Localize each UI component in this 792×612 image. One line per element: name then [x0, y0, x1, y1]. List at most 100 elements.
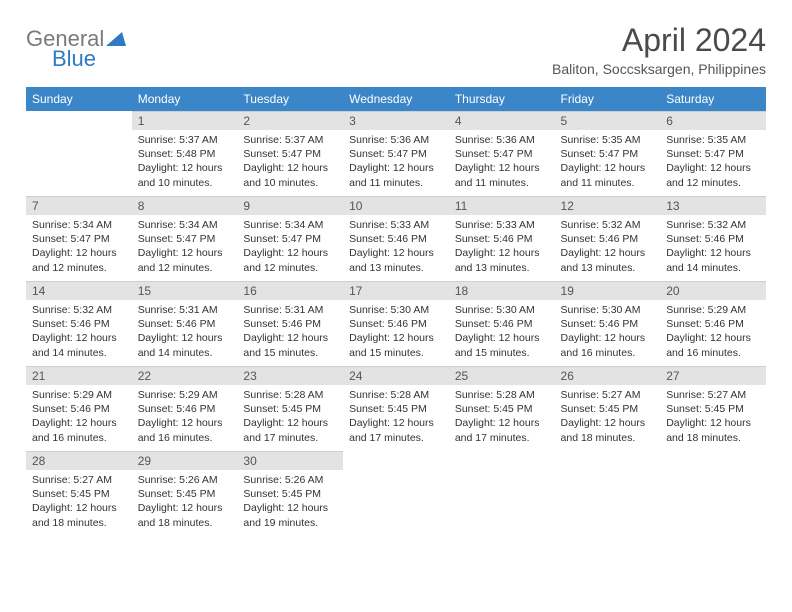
day-line-ss: Sunset: 5:45 PM [561, 402, 655, 416]
day-line-sr: Sunrise: 5:29 AM [32, 388, 126, 402]
header-right: April 2024 Baliton, Soccsksargen, Philip… [552, 22, 766, 77]
day-line-d2: and 14 minutes. [138, 346, 232, 360]
day-number: 14 [26, 281, 132, 300]
day-line-d2: and 12 minutes. [32, 261, 126, 275]
day-line-d1: Daylight: 12 hours [561, 416, 655, 430]
day-details: Sunrise: 5:27 AMSunset: 5:45 PMDaylight:… [660, 385, 766, 451]
day-line-d2: and 17 minutes. [243, 431, 337, 445]
month-title: April 2024 [552, 22, 766, 59]
day-details: Sunrise: 5:30 AMSunset: 5:46 PMDaylight:… [555, 300, 661, 366]
day-line-d1: Daylight: 12 hours [666, 161, 760, 175]
day-line-d2: and 15 minutes. [349, 346, 443, 360]
day-line-sr: Sunrise: 5:36 AM [349, 133, 443, 147]
day-line-d1: Daylight: 12 hours [138, 416, 232, 430]
day-line-d1: Daylight: 12 hours [243, 161, 337, 175]
day-line-sr: Sunrise: 5:30 AM [455, 303, 549, 317]
day-details: Sunrise: 5:27 AMSunset: 5:45 PMDaylight:… [26, 470, 132, 536]
day-number: 25 [449, 366, 555, 385]
day-line-ss: Sunset: 5:45 PM [349, 402, 443, 416]
calendar-cell: 5Sunrise: 5:35 AMSunset: 5:47 PMDaylight… [555, 111, 661, 196]
day-line-ss: Sunset: 5:47 PM [32, 232, 126, 246]
day-line-ss: Sunset: 5:46 PM [243, 317, 337, 331]
calendar-table: Sunday Monday Tuesday Wednesday Thursday… [26, 87, 766, 536]
calendar-cell: 24Sunrise: 5:28 AMSunset: 5:45 PMDayligh… [343, 366, 449, 451]
day-line-ss: Sunset: 5:46 PM [349, 232, 443, 246]
day-line-d1: Daylight: 12 hours [349, 161, 443, 175]
calendar-cell: 20Sunrise: 5:29 AMSunset: 5:46 PMDayligh… [660, 281, 766, 366]
day-details: Sunrise: 5:34 AMSunset: 5:47 PMDaylight:… [26, 215, 132, 281]
calendar-cell: 19Sunrise: 5:30 AMSunset: 5:46 PMDayligh… [555, 281, 661, 366]
brand-logo: General Blue [26, 22, 126, 70]
day-line-d2: and 16 minutes. [561, 346, 655, 360]
day-line-sr: Sunrise: 5:33 AM [349, 218, 443, 232]
day-line-d2: and 15 minutes. [455, 346, 549, 360]
day-line-d1: Daylight: 12 hours [455, 246, 549, 260]
calendar-cell: 8Sunrise: 5:34 AMSunset: 5:47 PMDaylight… [132, 196, 238, 281]
day-details: Sunrise: 5:27 AMSunset: 5:45 PMDaylight:… [555, 385, 661, 451]
day-details: Sunrise: 5:33 AMSunset: 5:46 PMDaylight:… [449, 215, 555, 281]
day-line-d2: and 12 minutes. [138, 261, 232, 275]
day-line-sr: Sunrise: 5:28 AM [349, 388, 443, 402]
day-line-d2: and 18 minutes. [561, 431, 655, 445]
day-number: 6 [660, 111, 766, 130]
calendar-cell: 4Sunrise: 5:36 AMSunset: 5:47 PMDaylight… [449, 111, 555, 196]
day-line-ss: Sunset: 5:47 PM [138, 232, 232, 246]
day-line-sr: Sunrise: 5:34 AM [138, 218, 232, 232]
calendar-cell: 26Sunrise: 5:27 AMSunset: 5:45 PMDayligh… [555, 366, 661, 451]
day-line-d2: and 18 minutes. [32, 516, 126, 530]
calendar-cell [449, 451, 555, 536]
day-details: Sunrise: 5:33 AMSunset: 5:46 PMDaylight:… [343, 215, 449, 281]
day-details: Sunrise: 5:30 AMSunset: 5:46 PMDaylight:… [343, 300, 449, 366]
page-header: General Blue April 2024 Baliton, Soccsks… [26, 22, 766, 77]
calendar-week-row: 14 Sunrise: 5:32 AM Sunset: 5:46 PM Dayligh… [26, 281, 766, 366]
day-line-d1: Daylight: 12 hours [349, 246, 443, 260]
weekday-header: Friday [555, 87, 661, 111]
day-details: Sunrise: 5:29 AMSunset: 5:46 PMDaylight:… [660, 300, 766, 366]
day-line-ss: Sunset: 5:46 PM [455, 317, 549, 331]
day-line-d1: Daylight: 12 hours [243, 416, 337, 430]
day-line-ss: Sunset: 5:46 PM [138, 402, 232, 416]
day-details: Sunrise: 5:36 AMSunset: 5:47 PMDaylight:… [343, 130, 449, 196]
day-line-d2: and 11 minutes. [455, 176, 549, 190]
day-line-sr: Sunrise: 5:37 AM [138, 133, 232, 147]
day-line-sr: Sunrise: 5:34 AM [32, 218, 126, 232]
calendar-week-row: 28Sunrise: 5:27 AMSunset: 5:45 PMDayligh… [26, 451, 766, 536]
day-line-d1: Daylight: 12 hours [349, 416, 443, 430]
day-line-d1: Daylight: 12 hours [138, 501, 232, 515]
day-details: Sunrise: 5:32 AMSunset: 5:46 PMDaylight:… [555, 215, 661, 281]
day-line-d2: and 12 minutes. [243, 261, 337, 275]
calendar-cell: 10Sunrise: 5:33 AMSunset: 5:46 PMDayligh… [343, 196, 449, 281]
day-line-sr: Sunrise: 5:26 AM [138, 473, 232, 487]
day-details: Sunrise: 5:26 AMSunset: 5:45 PMDaylight:… [237, 470, 343, 536]
day-line-d2: and 17 minutes. [455, 431, 549, 445]
day-line-sr: Sunrise: 5:32 AM [32, 303, 126, 317]
calendar-cell: 14Sunrise: 5:32 AMSunset: 5:46 PMDayligh… [26, 281, 132, 366]
day-details: Sunrise: 5:34 AMSunset: 5:47 PMDaylight:… [237, 215, 343, 281]
day-details: Sunrise: 5:28 AMSunset: 5:45 PMDaylight:… [343, 385, 449, 451]
day-line-d1: Daylight: 12 hours [138, 161, 232, 175]
calendar-week-row: 7Sunrise: 5:34 AMSunset: 5:47 PMDaylight… [26, 196, 766, 281]
day-line-d2: and 16 minutes. [32, 431, 126, 445]
day-number: 2 [237, 111, 343, 130]
day-line-sr: Sunrise: 5:27 AM [32, 473, 126, 487]
day-number: 12 [555, 196, 661, 215]
day-line-ss: Sunset: 5:47 PM [243, 232, 337, 246]
day-line-d1: Daylight: 12 hours [561, 246, 655, 260]
day-line-d1: Daylight: 12 hours [243, 501, 337, 515]
day-line-d2: and 16 minutes. [138, 431, 232, 445]
day-line-ss: Sunset: 5:47 PM [561, 147, 655, 161]
day-line-sr: Sunrise: 5:34 AM [243, 218, 337, 232]
day-line-d1: Daylight: 12 hours [138, 331, 232, 345]
day-line-d1: Daylight: 12 hours [32, 416, 126, 430]
day-number: 9 [237, 196, 343, 215]
day-line-ss: Sunset: 5:45 PM [32, 487, 126, 501]
day-line-d2: and 13 minutes. [455, 261, 549, 275]
calendar-cell: 25Sunrise: 5:28 AMSunset: 5:45 PMDayligh… [449, 366, 555, 451]
day-line-d2: and 19 minutes. [243, 516, 337, 530]
day-number: 13 [660, 196, 766, 215]
calendar-cell: 30Sunrise: 5:26 AMSunset: 5:45 PMDayligh… [237, 451, 343, 536]
day-line-d1: Daylight: 12 hours [32, 246, 126, 260]
day-line-d2: and 15 minutes. [243, 346, 337, 360]
day-number: 18 [449, 281, 555, 300]
day-number: 30 [237, 451, 343, 470]
